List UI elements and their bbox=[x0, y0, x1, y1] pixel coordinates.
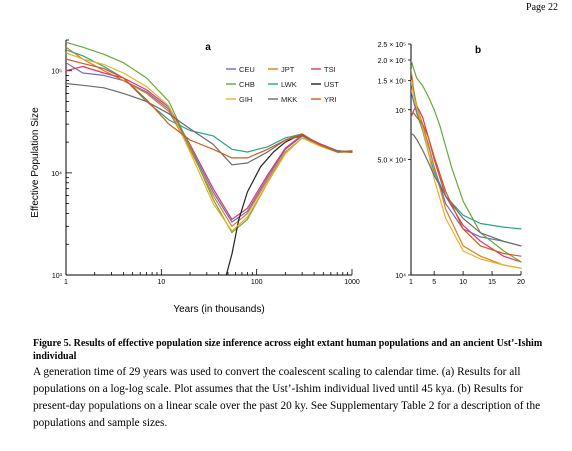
caption-body: A generation time of 29 years was used t… bbox=[33, 366, 541, 429]
legend-label-jpt: JPT bbox=[281, 65, 295, 74]
series-line-gih bbox=[66, 52, 353, 232]
series-line-ceu bbox=[66, 62, 353, 223]
panel-b-y-tick-label: 5.0 × 10⁴ bbox=[377, 158, 406, 165]
panel-a-y-axis-title: Effective Population Size bbox=[30, 107, 41, 218]
panel-b-y-tick-label: 10⁴ bbox=[395, 273, 406, 280]
panel-b-x-tick-label: 15 bbox=[488, 279, 496, 286]
panel-b-x-tick-label: 1 bbox=[409, 279, 413, 286]
panel-a-x-tick-label: 1 bbox=[64, 279, 68, 286]
panel-b-series-group bbox=[411, 59, 522, 269]
panel-b-y-tick-label: 2.0 × 10⁵ bbox=[378, 58, 406, 65]
series-line-lwk bbox=[66, 49, 353, 153]
series-line-ust bbox=[225, 133, 353, 275]
panel-b-series-line-chb bbox=[411, 59, 522, 263]
panel-a-x-tick-label: 10 bbox=[157, 279, 165, 286]
legend-label-yri: YRI bbox=[324, 95, 337, 104]
legend-label-ceu: CEU bbox=[239, 65, 255, 74]
legend-label-lwk: LWK bbox=[281, 80, 297, 89]
panel-b-y-tick-label: 2.5 × 10⁵ bbox=[378, 42, 406, 49]
legend-label-ust: UST bbox=[324, 80, 339, 89]
legend-label-chb: CHB bbox=[239, 80, 255, 89]
panel-a-y-tick-label: 10⁴ bbox=[51, 171, 62, 178]
panel-b-x-tick-label: 20 bbox=[517, 279, 525, 286]
panel-b-y-tick-label: 1.5 × 10⁵ bbox=[378, 79, 406, 86]
panel-b-x-tick-label: 5 bbox=[432, 279, 436, 286]
panel-a-x-tick-label: 100 bbox=[251, 279, 263, 286]
panel-b-series-line-ceu bbox=[411, 90, 522, 247]
panel-a-x-tick-label: 1000 bbox=[344, 279, 360, 286]
legend-label-mkk: MKK bbox=[281, 95, 297, 104]
series-line-mkk bbox=[66, 82, 353, 166]
panel-b-x-tick-label: 10 bbox=[459, 279, 467, 286]
series-line-yri bbox=[66, 58, 353, 159]
figure-caption: Figure 5. Results of effective populatio… bbox=[33, 337, 553, 432]
panel-a-chart: 1 10 100 1000 10³ 10⁴ 10⁵ Years (in thousands) E… bbox=[30, 39, 360, 315]
panel-b-series-line-tsi bbox=[411, 105, 522, 263]
legend-label-gih: GIH bbox=[239, 95, 252, 104]
panel-b-series-line-mkk bbox=[411, 132, 522, 247]
panel-a-series-group bbox=[66, 41, 353, 275]
panel-b-label: b bbox=[475, 45, 481, 56]
panel-b-y-tick-label: 10⁵ bbox=[395, 108, 406, 115]
figure-5: 1 10 100 1000 10³ 10⁴ 10⁵ Years (in thousands) E… bbox=[30, 39, 525, 315]
panel-a-y-tick-label: 10⁵ bbox=[51, 69, 62, 76]
panel-b-series-line-yri bbox=[411, 112, 522, 257]
legend-label-tsi: TSI bbox=[324, 65, 336, 74]
panel-b-series-line-gih bbox=[411, 80, 522, 269]
page-number: Page 22 bbox=[526, 2, 558, 13]
panel-a-x-axis-title: Years (in thousands) bbox=[173, 304, 264, 315]
panel-a-y-tick-label: 10³ bbox=[52, 273, 63, 280]
panel-a-label: a bbox=[205, 42, 211, 53]
panel-b-series-line-jpt bbox=[411, 69, 522, 269]
caption-title: Figure 5. Results of effective populatio… bbox=[33, 338, 543, 362]
